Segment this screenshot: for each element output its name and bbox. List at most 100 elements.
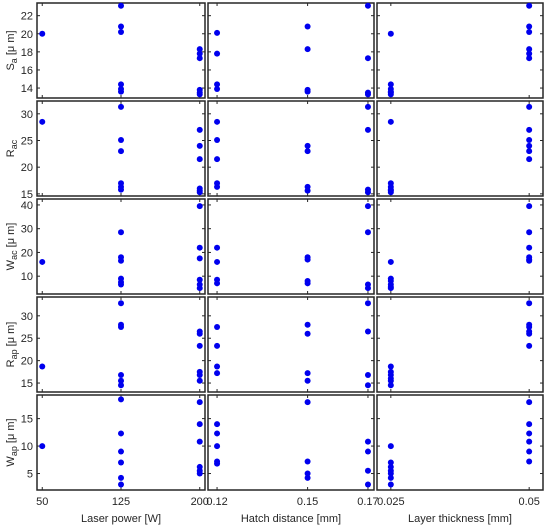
y-label-subscript: ap [9, 349, 19, 359]
data-point [387, 285, 394, 292]
data-point [526, 148, 533, 155]
data-point [526, 342, 533, 349]
data-point [196, 156, 203, 163]
data-point [118, 257, 124, 264]
y-label-unit: [μ m] [5, 223, 17, 251]
panel-r4-c2 [376, 394, 544, 491]
data-point [526, 438, 533, 445]
data-point [214, 244, 221, 251]
data-point [304, 148, 311, 155]
data-point [214, 156, 221, 163]
y-label-symbol: R [5, 149, 17, 157]
data-point [304, 142, 311, 149]
data-point [214, 118, 221, 125]
x-tick-label: 0.15 [297, 496, 318, 508]
data-point [39, 30, 46, 37]
data-point [364, 189, 371, 196]
data-point [364, 371, 371, 378]
data-point [196, 142, 203, 149]
data-point [304, 470, 311, 477]
data-point [526, 50, 533, 57]
data-point [118, 474, 124, 481]
data-point [364, 229, 371, 236]
data-point [526, 156, 533, 163]
panel-r1-c2 [376, 100, 544, 197]
data-point [526, 136, 533, 143]
data-point [304, 474, 311, 481]
data-point [196, 330, 203, 337]
data-point [196, 421, 203, 428]
y-tick-label: 15 [21, 414, 33, 426]
data-point [118, 229, 124, 236]
data-point [526, 126, 533, 133]
data-point [196, 470, 203, 477]
panel-r0-c0 [36, 2, 206, 99]
y-tick-label: 20 [21, 356, 33, 368]
data-point [214, 421, 221, 428]
scatter-panels [36, 2, 544, 491]
y-axis-label: Rac [5, 139, 19, 157]
data-point [118, 324, 124, 331]
y-tick-label: 15 [21, 189, 33, 201]
data-point [526, 330, 533, 337]
data-point [196, 377, 203, 384]
panel-r2-c1 [207, 198, 375, 295]
data-point [214, 183, 221, 190]
y-tick-label: 20 [21, 247, 33, 259]
y-tick-label: 18 [21, 47, 33, 59]
data-point [304, 88, 311, 95]
data-point [304, 377, 311, 384]
panel-frame [207, 296, 375, 393]
data-point [387, 258, 394, 265]
y-axis-label: Wac [μ m] [5, 223, 19, 271]
data-point [364, 448, 371, 455]
panel-frame [376, 2, 544, 99]
data-point [214, 460, 221, 467]
data-point [39, 258, 46, 265]
y-tick-label: 30 [21, 311, 33, 323]
data-point [387, 459, 394, 466]
y-tick-label: 16 [21, 65, 33, 77]
data-point [304, 330, 311, 337]
x-axis-title: Hatch distance [mm] [241, 513, 341, 525]
data-point [118, 448, 124, 455]
panel-r1-c1 [207, 100, 375, 197]
y-tick-label: 14 [21, 83, 33, 95]
data-point [118, 371, 124, 378]
x-tick-label: 0.05 [518, 496, 539, 508]
data-point [364, 203, 371, 210]
data-point [387, 474, 394, 481]
data-point [526, 203, 533, 210]
y-tick-label: 15 [21, 378, 33, 390]
data-point [118, 382, 124, 389]
data-point [39, 443, 46, 450]
x-axis-title: Laser power [W] [81, 513, 161, 525]
data-point [118, 430, 124, 437]
data-point [118, 28, 124, 35]
y-tick-label: 20 [21, 29, 33, 41]
data-point [118, 377, 124, 384]
data-point [304, 370, 311, 377]
panel-frame [376, 296, 544, 393]
y-tick-label: 10 [21, 271, 33, 283]
y-label-symbol: S [5, 63, 17, 70]
data-point [387, 30, 394, 37]
data-point [304, 23, 311, 30]
data-point [304, 458, 311, 465]
data-point [214, 85, 221, 92]
data-point [214, 324, 221, 331]
data-point [196, 46, 203, 53]
data-point [387, 382, 394, 389]
data-point [304, 280, 311, 287]
data-point [526, 23, 533, 30]
data-point [526, 46, 533, 53]
data-point [364, 328, 371, 335]
data-point [196, 438, 203, 445]
data-point [387, 481, 394, 488]
data-point [526, 55, 533, 62]
data-point [526, 28, 533, 35]
data-point [387, 118, 394, 125]
data-point [364, 103, 371, 110]
x-tick-label: 0.025 [377, 496, 405, 508]
